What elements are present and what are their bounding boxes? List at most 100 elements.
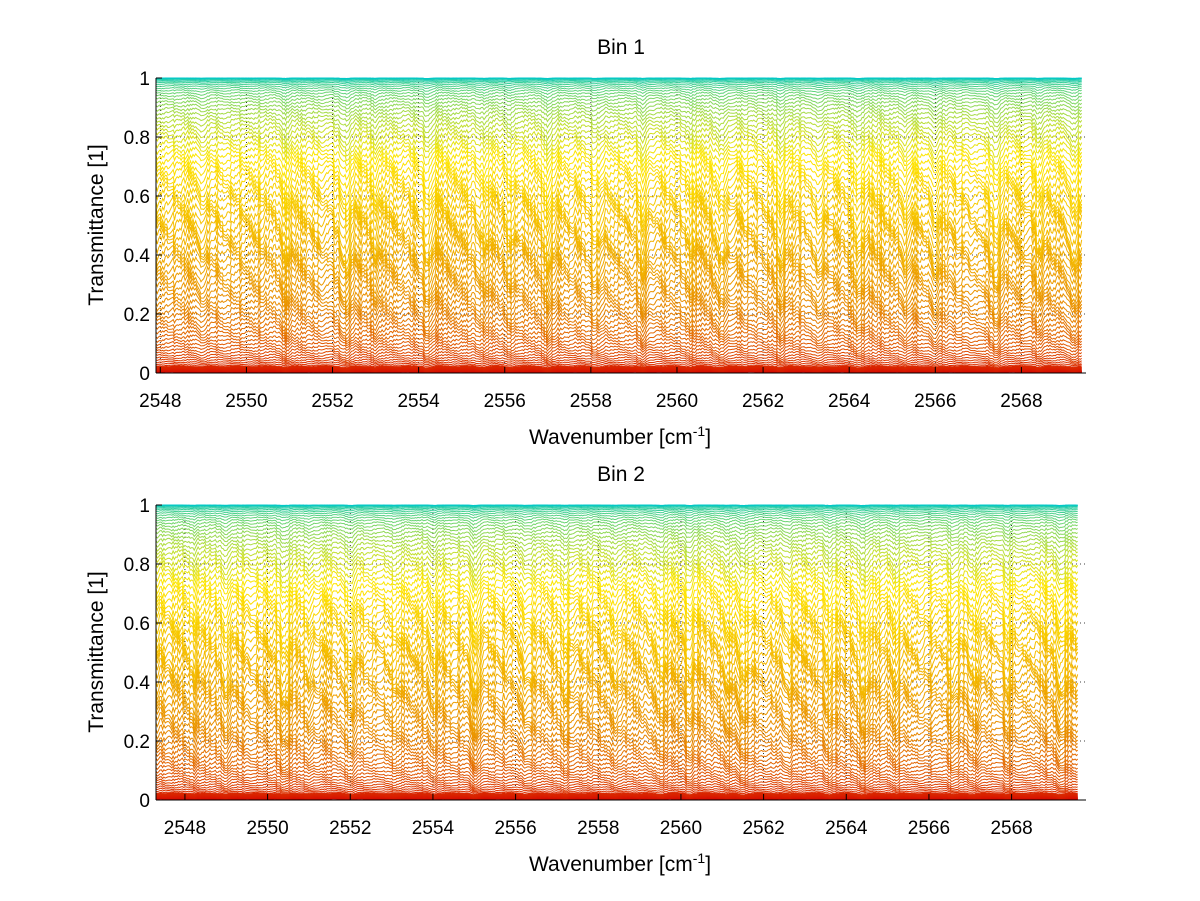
series-line [155,86,1082,92]
series-line [155,125,1083,147]
bin-2-axes [155,504,1086,801]
series-line [155,628,1079,675]
series-line [155,320,1083,341]
series-line [155,143,1083,172]
bin-1-axes [155,77,1086,374]
bin-2-tick-labels: 2548 2550 2552 2554 2556 2558 2560 2562 2564 2566… [124,496,1033,839]
series-line [155,81,1082,85]
series-line [155,547,1078,569]
series-line [155,536,1078,550]
series-line [155,278,1083,312]
series-line [155,504,1078,507]
y-tick-label: 0.8 [124,555,150,576]
x-tick-label: 2550 [225,391,267,412]
series-line [155,347,1083,358]
series-line [155,353,1083,362]
series-line [155,518,1078,526]
series-line [155,249,1083,291]
series-line [155,218,1083,273]
series-line [155,763,1079,777]
x-tick-label: 2558 [570,391,612,412]
series-line [155,600,1079,640]
series-line [155,543,1078,562]
x-tick-label: 2562 [742,818,784,839]
series-line [155,333,1083,349]
y-tick-label: 0.2 [124,732,150,753]
series-line [155,510,1078,514]
series-line [155,340,1083,353]
series-line [155,295,1083,324]
series-line [155,506,1078,509]
bin-1-tick-labels: 2548 2550 2552 2554 2556 2558 2560 2562 2564 2566… [124,69,1043,412]
series-line [155,199,1083,248]
series-line [155,310,1083,334]
series-line [155,163,1083,199]
series-line [155,364,1082,369]
bin-2-title: Bin 2 [597,463,645,486]
series-line [155,272,1083,309]
series-line [155,96,1083,106]
y-tick-label: 0.8 [124,128,150,149]
series-line [155,167,1083,207]
series-line [155,508,1078,512]
series-line [155,242,1083,289]
series-line [155,594,1079,633]
series-line [155,360,1082,367]
x-tick-label: 2558 [577,818,619,839]
series-line [155,211,1083,266]
series-line [155,556,1079,580]
series-line [155,639,1079,693]
series-line [155,574,1079,603]
series-line [155,751,1079,770]
series-line [155,760,1079,774]
series-line [155,789,1078,795]
series-line [155,726,1079,752]
series-line [155,152,1083,183]
series-line [155,88,1082,96]
bin-2-x-axis-label: Wavenumber [cm-1] [529,850,711,876]
series-line [155,77,1082,80]
bin-1-y-axis-label: Transmittance [1] [85,144,108,305]
series-line [155,121,1083,142]
y-tick-label: 0 [139,791,150,812]
x-tick-label: 2566 [914,391,956,412]
x-tick-label: 2564 [825,818,868,839]
series-line [155,116,1083,135]
series-line [155,794,1078,800]
series-line [155,267,1083,305]
bin-1-series-group [155,77,1083,374]
series-line [155,650,1079,702]
y-tick-label: 0 [139,364,150,385]
bin-1-x-axis-label: Wavenumber [cm-1] [529,423,711,449]
series-line [155,755,1079,772]
series-line [155,224,1083,275]
y-tick-label: 0.4 [124,673,151,694]
series-line [155,520,1078,530]
series-line [155,711,1079,741]
series-line [155,511,1078,517]
x-tick-label: 2550 [246,818,288,839]
series-line [155,147,1083,177]
series-line [155,350,1083,360]
series-line [155,365,1082,371]
y-tick-label: 0.6 [124,614,150,635]
series-line [155,157,1083,191]
series-line [155,99,1083,110]
series-line [155,693,1079,732]
series-line [155,682,1079,721]
x-tick-label: 2554 [397,391,440,412]
series-line [155,777,1078,788]
series-line [155,616,1079,658]
series-line [155,344,1083,355]
series-line [155,532,1079,545]
series-line [155,551,1079,575]
series-line [155,129,1083,152]
x-tick-label: 2554 [412,818,455,839]
x-tick-label: 2566 [908,818,950,839]
bin-2-grid [156,505,1086,800]
series-line [155,78,1082,81]
series-line [155,324,1083,343]
y-tick-label: 0.2 [124,305,150,326]
series-line [155,705,1079,739]
